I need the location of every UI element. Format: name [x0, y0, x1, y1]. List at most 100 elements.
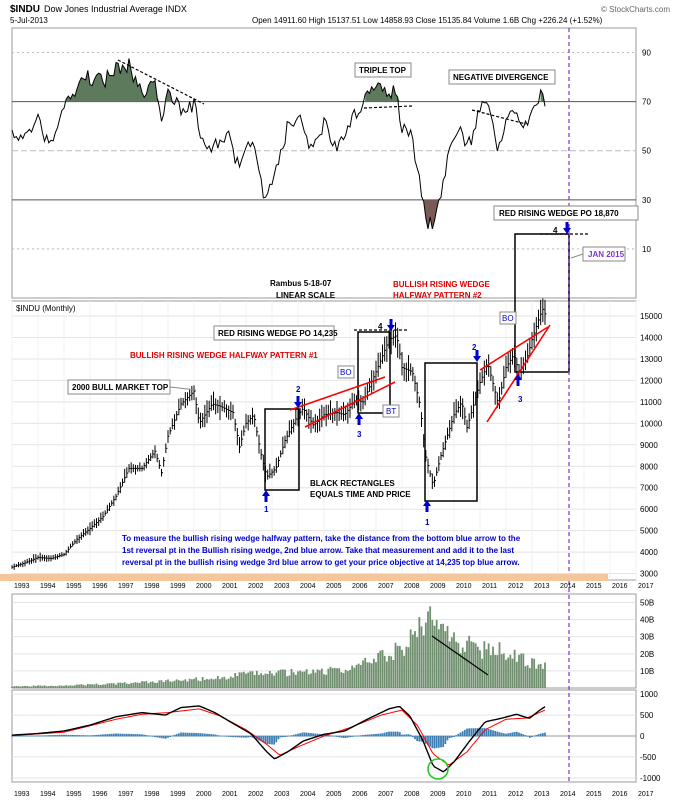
macd-histogram-bar — [251, 736, 254, 738]
triple-top-label: TRIPLE TOP — [359, 66, 407, 75]
price-x-tick-label: 2008 — [404, 583, 420, 590]
macd-histogram-bar — [45, 735, 48, 737]
volume-bar — [481, 658, 484, 688]
date-axis-band — [0, 574, 608, 581]
macd-histogram-bar — [418, 736, 421, 742]
macd-histogram-bar — [141, 734, 143, 737]
volume-bar — [30, 686, 33, 688]
count-1-label-a: 1 — [264, 505, 269, 514]
symbol-label: $INDU — [10, 4, 40, 15]
macd-histogram-bar — [17, 735, 20, 737]
bull-market-top-pointer — [169, 386, 197, 391]
volume-bar — [297, 671, 299, 688]
volume-bar — [136, 682, 139, 688]
macd-histogram-bar — [78, 735, 81, 737]
macd-histogram-bar — [305, 732, 308, 737]
blue-arrow-down — [294, 396, 302, 408]
volume-bar — [431, 620, 434, 688]
volume-bar — [82, 684, 85, 688]
volume-bar — [21, 686, 24, 688]
rsi-tick-label: 90 — [642, 49, 651, 58]
rsi-panel-frame — [11, 27, 637, 299]
macd-histogram-bar — [364, 734, 367, 737]
macd-histogram-bar — [93, 735, 96, 737]
volume-bar — [56, 686, 59, 688]
macd-histogram-bar — [450, 736, 453, 738]
rsi-layer — [11, 58, 546, 230]
volume-bar — [203, 679, 206, 688]
volume-bar — [483, 641, 486, 688]
bottom-x-tick-label: 2002 — [248, 791, 264, 798]
volume-bar — [357, 663, 360, 688]
macd-histogram-bar — [273, 736, 276, 745]
volume-bar — [26, 685, 29, 688]
bottom-x-tick-label: 2017 — [638, 791, 654, 798]
volume-bar — [433, 625, 436, 688]
macd-histogram-bar — [470, 728, 473, 737]
volume-bar — [104, 684, 107, 688]
volume-bar — [245, 673, 247, 688]
macd-histogram-bar — [396, 731, 399, 737]
blue-arrow-up — [262, 490, 270, 502]
macd-histogram-bar — [333, 736, 336, 737]
volume-bar — [145, 681, 148, 688]
macd-histogram-bar — [442, 736, 445, 748]
macd-histogram-bar — [43, 735, 46, 737]
macd-histogram-bar — [177, 733, 180, 737]
volume-bar — [78, 684, 81, 688]
macd-tick-label: 1000 — [640, 690, 658, 699]
macd-histogram-bar — [327, 735, 330, 737]
volume-bar — [422, 635, 425, 688]
price-tick-label: 7000 — [640, 484, 658, 493]
volume-bar — [195, 677, 198, 688]
macd-histogram-bar — [481, 728, 484, 737]
volume-bar — [359, 664, 362, 688]
macd-histogram-bar — [388, 731, 390, 737]
macd-histogram-bar — [422, 736, 425, 743]
macd-histogram-bar — [268, 736, 271, 745]
macd-histogram-bar — [271, 736, 273, 745]
volume-bar — [199, 681, 202, 688]
macd-histogram-bar — [65, 734, 68, 737]
macd-cross-circle — [427, 758, 449, 780]
volume-bar — [394, 642, 397, 688]
price-tick-label: 5000 — [640, 527, 658, 536]
bottom-x-tick-label: 1998 — [144, 791, 160, 798]
volume-bar — [342, 672, 345, 688]
macd-histogram-bar — [310, 733, 312, 737]
volume-bar — [188, 678, 191, 688]
macd-histogram-bar — [479, 728, 481, 737]
volume-bar — [54, 685, 57, 688]
volume-bar — [67, 685, 70, 688]
macd-histogram-bar — [544, 732, 546, 737]
volume-bar — [110, 683, 113, 688]
macd-histogram-bar — [489, 729, 492, 737]
volume-bar — [450, 637, 453, 688]
macd-histogram-bar — [60, 734, 63, 737]
bottom-x-tick-label: 1995 — [66, 791, 82, 798]
volume-bar — [446, 625, 449, 688]
macd-histogram-bar — [448, 736, 451, 738]
volume-bar — [544, 662, 546, 688]
macd-histogram-bar — [229, 736, 232, 737]
bullish-wedge-2-line2: HALFWAY PATTERN #2 — [393, 291, 482, 300]
volume-bar — [401, 649, 403, 688]
axis-layer: 9070503010150001400013000120001100010000… — [14, 49, 663, 798]
blue-arrow-down — [563, 222, 571, 234]
macd-histogram-bar — [219, 735, 221, 737]
bottom-x-tick-label: 2004 — [300, 791, 316, 798]
volume-bar — [158, 680, 161, 688]
macd-histogram-bar — [292, 734, 295, 737]
macd-histogram-bar — [50, 735, 52, 737]
macd-histogram-bar — [112, 733, 115, 737]
bo-box-1 — [337, 365, 355, 379]
jan-2015-label: JAN 2015 — [588, 250, 625, 259]
macd-histogram-bar — [275, 736, 278, 743]
red-wedge-1 — [289, 376, 396, 428]
volume-bar — [73, 685, 76, 688]
macd-histogram-bar — [370, 734, 373, 737]
volume-bar — [260, 673, 263, 688]
volume-bar — [119, 682, 122, 688]
macd-histogram-bar — [403, 734, 406, 737]
macd-histogram-bar — [30, 735, 33, 737]
